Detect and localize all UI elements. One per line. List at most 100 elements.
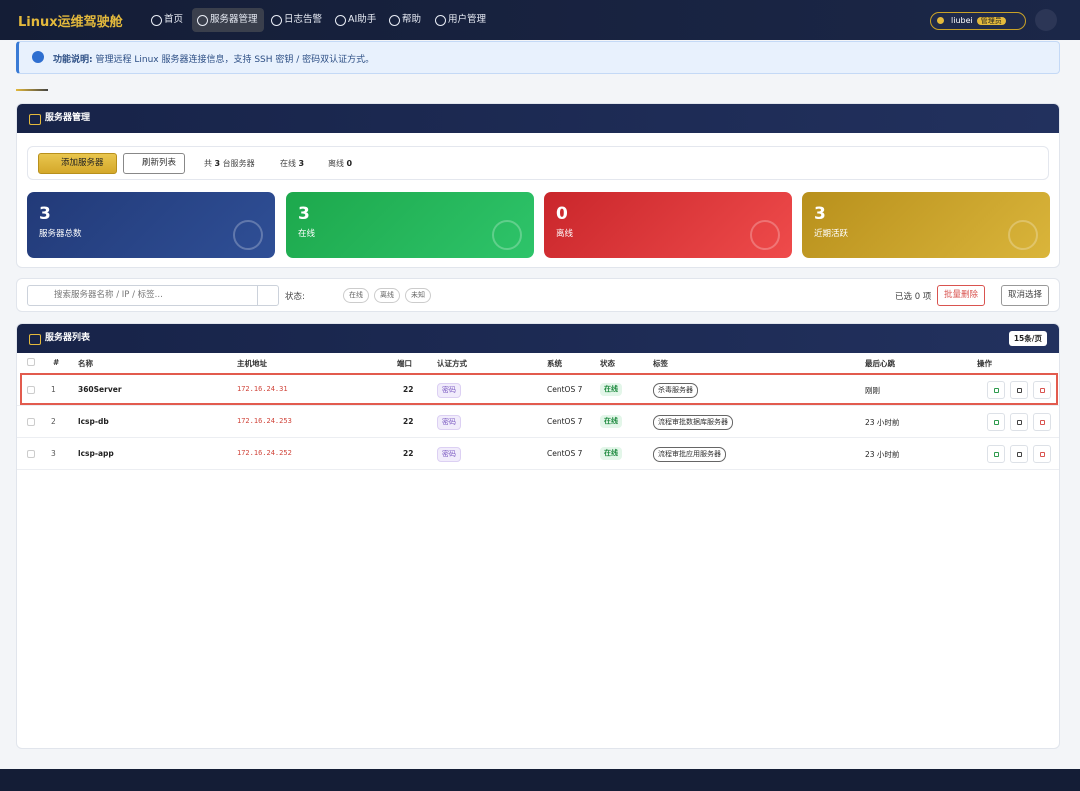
port: 22 [403, 417, 414, 426]
connect-button[interactable] [987, 413, 1005, 431]
column-header: 主机地址 [237, 359, 267, 368]
status-chip[interactable]: 在线 [343, 288, 369, 303]
page-size[interactable]: 15条/页 [1008, 331, 1047, 346]
edit-button[interactable] [1010, 413, 1028, 431]
table-row[interactable]: 1 360Server 172.16.24.31 22 密码 CentOS 7 在线 杀毒服务… [17, 374, 1059, 406]
summary-item: 共 3 台服务器 [204, 158, 255, 169]
table-row[interactable]: 3 lcsp-app 172.16.24.252 22 密码 CentOS 7 在线 流程审批… [17, 438, 1059, 470]
theme-toggle[interactable] [1035, 9, 1057, 31]
last-heartbeat: 23 小时前 [865, 418, 900, 427]
table-title: 服务器列表 15条/页 [17, 324, 1059, 353]
os: CentOS 7 [547, 449, 583, 458]
column-header: 名称 [78, 359, 93, 368]
stat-label: 服务器总数 [39, 229, 82, 239]
delete-button[interactable] [1033, 445, 1051, 463]
summary-count: 3 [298, 159, 305, 168]
auth-method: 密码 [437, 447, 461, 462]
stat-value: 3 [298, 204, 310, 224]
notice-text: 管理远程 Linux 服务器连接信息，支持 SSH 密钥 / 密码双认证方式。 [95, 55, 375, 65]
divider [16, 89, 48, 91]
toolbar: 添加服务器 刷新列表 共 3 台服务器 在线 3 离线 0 [27, 146, 1049, 180]
auth-method: 密码 [437, 383, 461, 398]
stat-card: 3 在线 [286, 192, 534, 258]
search-input[interactable]: 搜索服务器名称 / IP / 标签... [27, 285, 279, 306]
delete-button[interactable] [1033, 381, 1051, 399]
tag: 流程审批应用服务器 [653, 447, 726, 462]
column-header: # [53, 358, 60, 367]
nav-item[interactable]: 日志告警 [266, 8, 328, 32]
nav-item[interactable]: 帮助 [384, 8, 427, 32]
server-name: lcsp-app [78, 449, 114, 458]
connect-button[interactable] [987, 445, 1005, 463]
row-index: 2 [51, 417, 56, 426]
connect-button[interactable] [987, 381, 1005, 399]
stat-label: 近期活跃 [814, 229, 849, 239]
host-address: 172.16.24.253 [237, 417, 292, 425]
edit-button[interactable] [1010, 445, 1028, 463]
nav-item[interactable]: 服务器管理 [192, 8, 264, 32]
column-header: 系统 [547, 359, 562, 368]
os: CentOS 7 [547, 417, 583, 426]
delete-button[interactable] [1033, 413, 1051, 431]
column-header: 最后心跳 [865, 359, 895, 368]
summary-item: 离线 0 [328, 158, 352, 169]
status: 在线 [600, 383, 622, 396]
status: 在线 [600, 447, 622, 460]
summary-suffix: 台服务器 [222, 159, 255, 168]
host-address: 172.16.24.31 [237, 385, 288, 393]
footer [0, 769, 1080, 791]
column-header: 操作 [977, 359, 992, 368]
stat-value: 3 [814, 204, 826, 224]
row-checkbox[interactable] [27, 386, 35, 394]
host-address: 172.16.24.252 [237, 449, 292, 457]
column-header: 端口 [397, 359, 412, 368]
stat-value: 0 [556, 204, 568, 224]
tag: 杀毒服务器 [653, 383, 698, 398]
add-server-button[interactable]: 添加服务器 [38, 153, 117, 174]
column-header: 标签 [653, 359, 668, 368]
stat-label: 离线 [556, 229, 574, 239]
last-heartbeat: 刚刚 [865, 386, 880, 395]
row-checkbox[interactable] [27, 418, 35, 426]
stat-card: 0 离线 [544, 192, 792, 258]
status-chip[interactable]: 离线 [374, 288, 400, 303]
panel-title: 服务器管理 [17, 104, 1059, 133]
status-label: 状态: [285, 292, 305, 302]
highlight-box [20, 373, 1058, 405]
info-notice: 功能说明: 管理远程 Linux 服务器连接信息，支持 SSH 密钥 / 密码双… [16, 41, 1060, 74]
stat-card: 3 服务器总数 [27, 192, 275, 258]
brand[interactable]: Linux运维驾驶舱 [18, 15, 123, 30]
summary-item: 在线 3 [280, 158, 304, 169]
status-chip[interactable]: 未知 [405, 288, 431, 303]
batch-delete-button[interactable]: 批量删除 [937, 285, 986, 306]
stat-card: 3 近期活跃 [802, 192, 1050, 258]
summary-prefix: 离线 [328, 159, 344, 168]
refresh-button[interactable]: 刷新列表 [123, 153, 186, 174]
notice-label: 功能说明: [53, 55, 93, 65]
nav-item[interactable]: 首页 [146, 8, 189, 32]
summary-count: 0 [346, 159, 353, 168]
row-index: 3 [51, 449, 56, 458]
user-menu[interactable]: liubei 管理员 [930, 12, 1026, 30]
stat-label: 在线 [298, 229, 316, 239]
edit-button[interactable] [1010, 381, 1028, 399]
server-panel: 服务器管理 添加服务器 刷新列表 共 3 台服务器 在线 3 离线 0 3 服务器总数… [16, 103, 1060, 268]
table-title-text: 服务器列表 [45, 333, 91, 343]
nav-item[interactable]: 用户管理 [430, 8, 492, 32]
row-index: 1 [51, 385, 56, 394]
status: 在线 [600, 415, 622, 428]
server-name: lcsp-db [78, 417, 109, 426]
table-row[interactable]: 2 lcsp-db 172.16.24.253 22 密码 CentOS 7 在线 流程审批数… [17, 406, 1059, 438]
server-name: 360Server [78, 385, 122, 394]
port: 22 [403, 449, 414, 458]
summary-prefix: 共 [204, 159, 212, 168]
os: CentOS 7 [547, 385, 583, 394]
nav-item[interactable]: AI助手 [330, 8, 382, 32]
role-badge: 管理员 [976, 17, 1006, 25]
stat-value: 3 [39, 204, 51, 224]
top-nav: Linux运维驾驶舱 liubei 管理员 首页 服务器管理 日志告警 AI助手 帮助 用户… [0, 0, 1080, 40]
row-checkbox[interactable] [27, 450, 35, 458]
cancel-select-button[interactable]: 取消选择 [1001, 285, 1050, 306]
column-header: 状态 [600, 359, 615, 368]
